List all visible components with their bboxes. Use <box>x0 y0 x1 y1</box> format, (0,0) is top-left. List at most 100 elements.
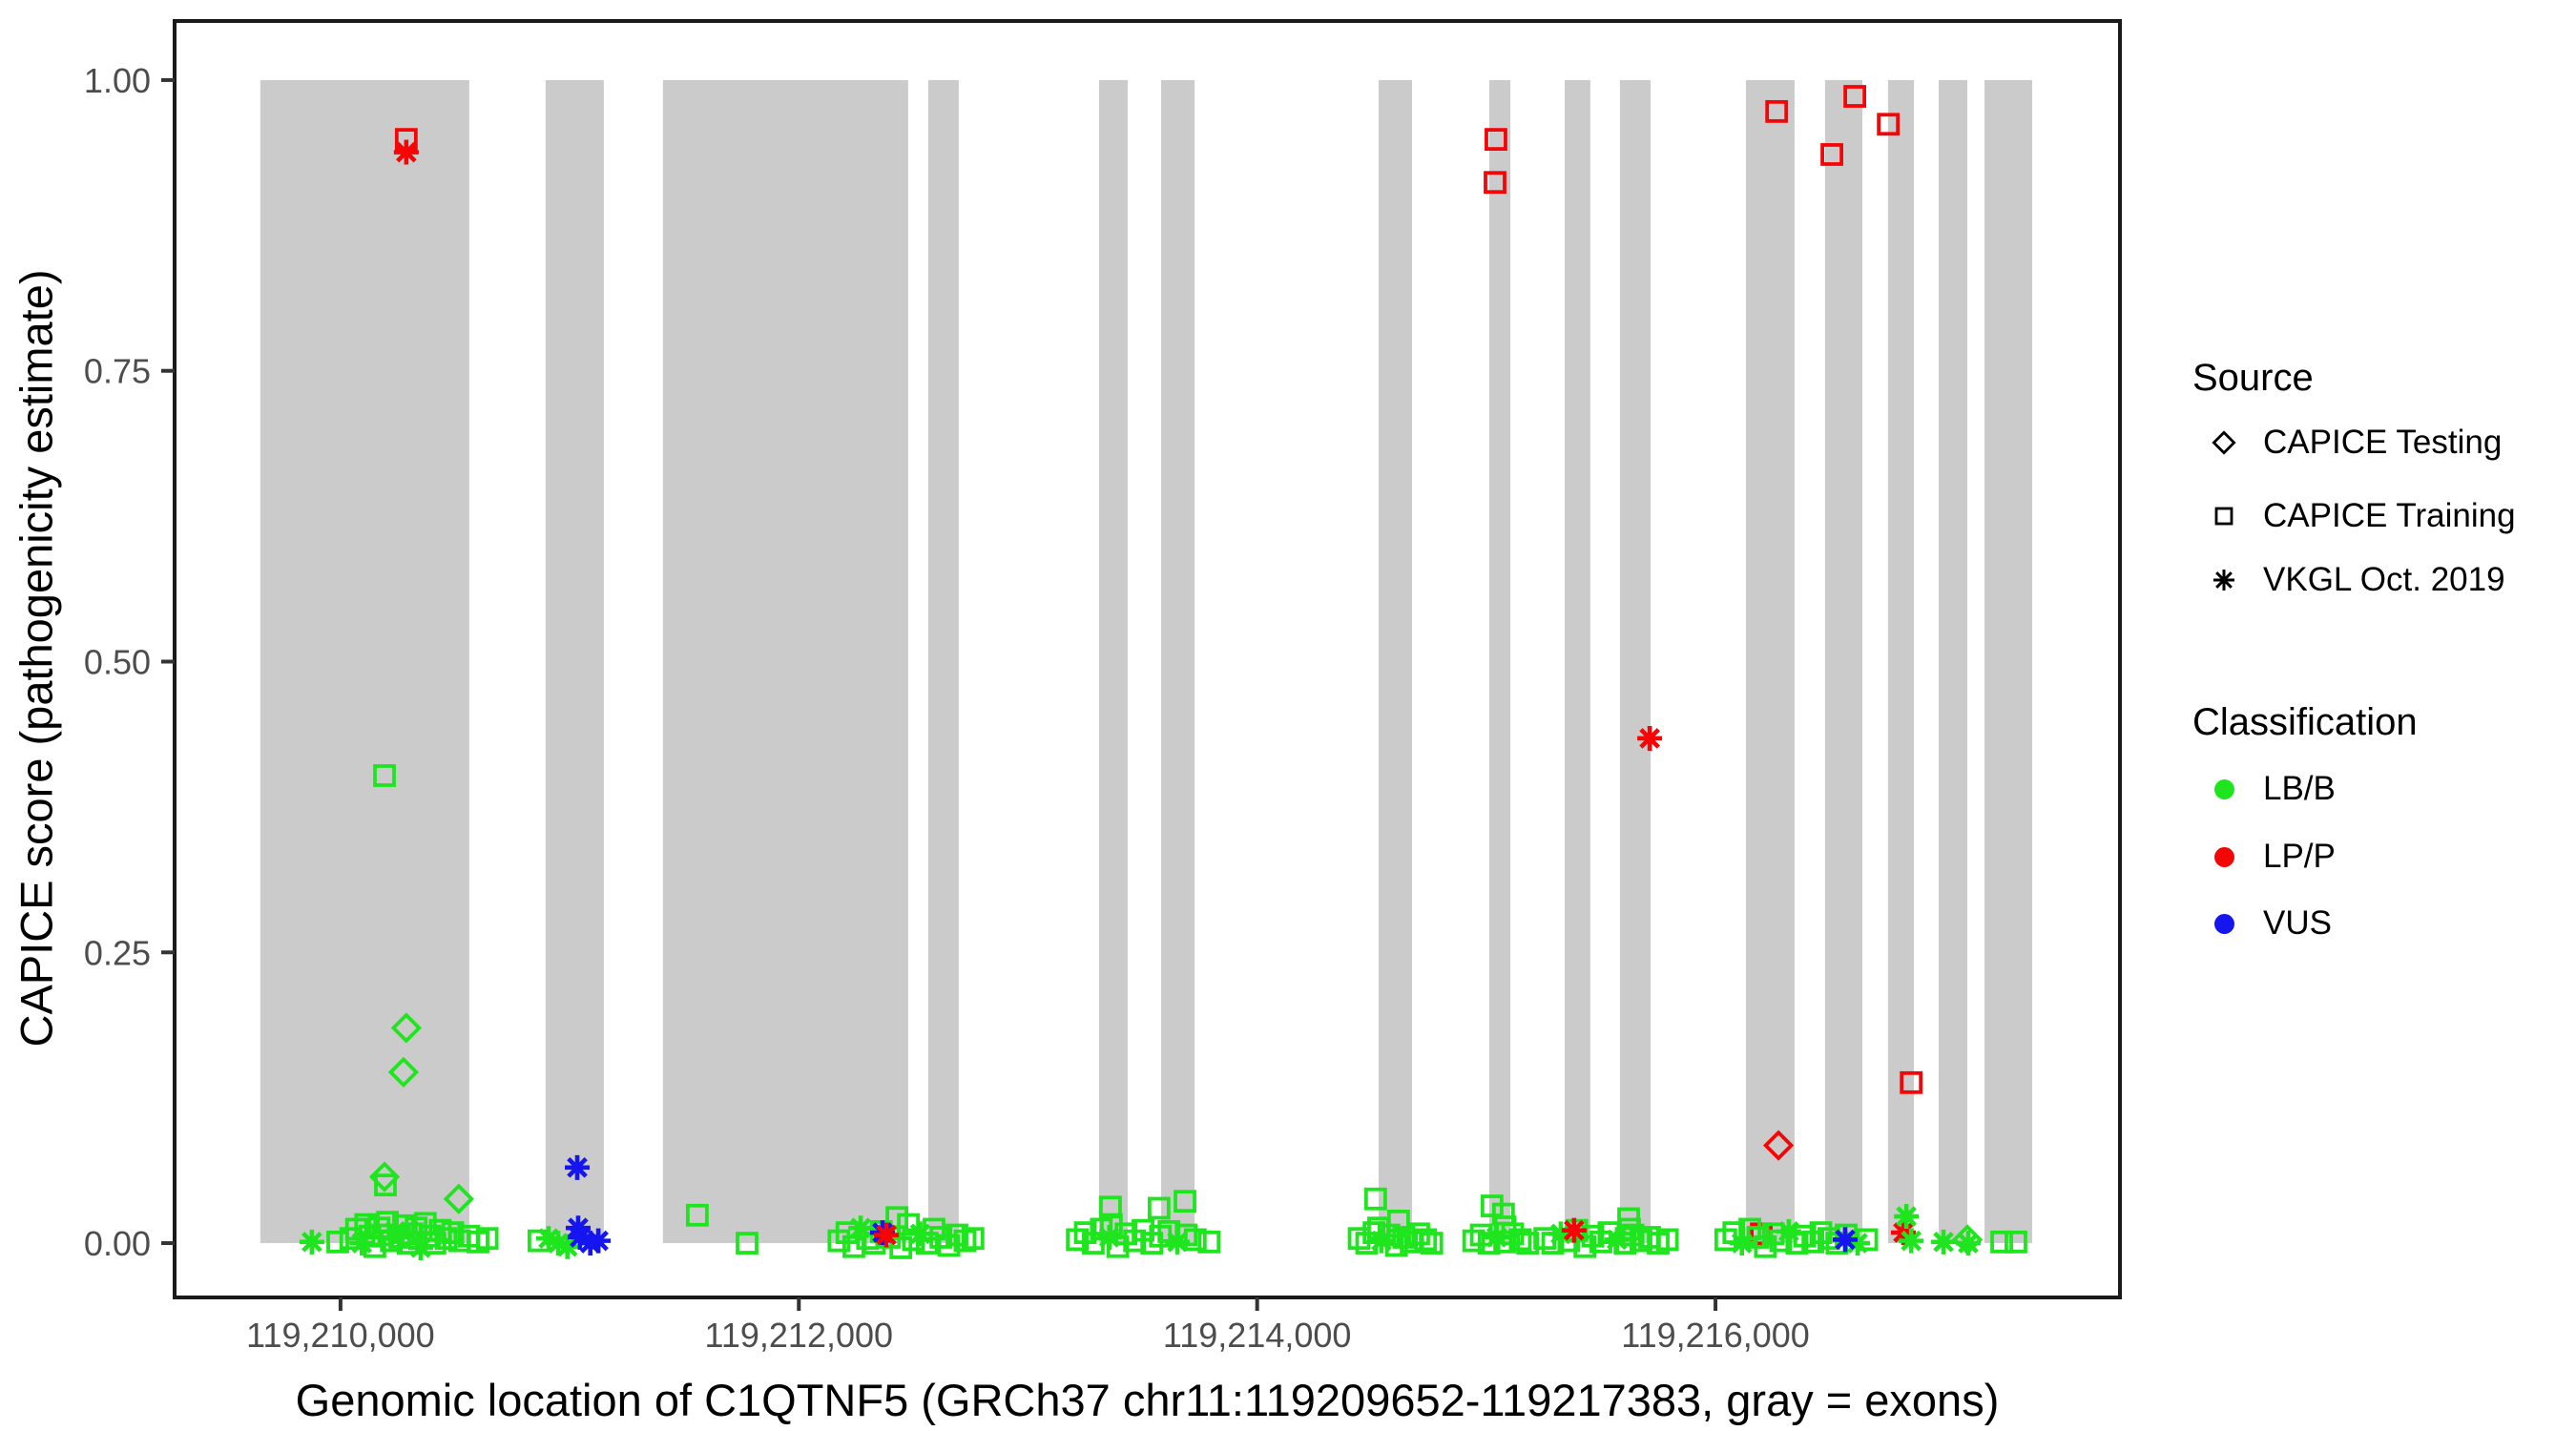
legend-item-vkgl: VKGL Oct. 2019 <box>2208 559 2505 601</box>
data-point-asterisk <box>393 139 419 165</box>
data-point-square <box>1843 85 1866 108</box>
data-point-square <box>1765 99 1789 123</box>
data-point-asterisk <box>1955 1231 1981 1256</box>
x-tick-label: 119,210,000 <box>246 1316 435 1355</box>
data-point-square <box>1877 113 1901 136</box>
data-point-square <box>1363 1187 1387 1211</box>
data-point-diamond <box>368 1161 401 1192</box>
y-tick-label: 0.50 <box>84 642 151 681</box>
data-point-asterisk <box>1833 1227 1859 1253</box>
data-point-asterisk <box>1899 1228 1924 1254</box>
data-point-asterisk <box>1561 1217 1587 1243</box>
data-point-square <box>1484 171 1506 195</box>
data-point-asterisk <box>1894 1204 1920 1230</box>
data-point-square <box>1516 1232 1540 1255</box>
legend-item-label: LB/B <box>2263 770 2336 807</box>
exon-bar <box>1488 79 1511 1244</box>
legend-item-lbb: LB/B <box>2208 768 2336 810</box>
exon-bar <box>1161 79 1195 1244</box>
data-point-asterisk <box>1931 1229 1957 1255</box>
data-point-square <box>1183 1228 1207 1252</box>
y-tick-label: 0.00 <box>84 1224 151 1263</box>
data-point-asterisk <box>586 1228 612 1254</box>
data-point-square <box>1147 1196 1171 1220</box>
x-tick-label: 119,214,000 <box>1163 1316 1352 1355</box>
data-point-diamond <box>390 1012 422 1044</box>
data-point-square <box>1508 1228 1532 1252</box>
data-point-square <box>885 1206 908 1230</box>
asterisk-icon <box>2208 564 2240 596</box>
y-tick-label: 0.75 <box>84 352 151 391</box>
data-point-diamond <box>1762 1130 1795 1161</box>
x-tick-label: 119,212,000 <box>705 1316 894 1355</box>
data-point-asterisk <box>577 1231 603 1256</box>
data-point-asterisk <box>407 1234 433 1260</box>
y-tick-label: 1.00 <box>84 61 151 100</box>
data-point-asterisk <box>874 1222 900 1248</box>
legend-item-capice-testing: CAPICE Testing <box>2208 422 2502 464</box>
data-point-asterisk <box>299 1229 324 1255</box>
legend-item-label: VKGL Oct. 2019 <box>2263 561 2505 598</box>
exon-bar <box>1565 79 1590 1244</box>
data-point-square <box>1414 1228 1438 1252</box>
data-point-asterisk <box>535 1226 561 1252</box>
y-tick-label: 0.25 <box>84 933 151 972</box>
exon-bar <box>927 79 959 1244</box>
data-point-diamond <box>387 1056 420 1088</box>
data-point-square <box>1420 1232 1444 1255</box>
legend-item-label: VUS <box>2263 904 2332 942</box>
data-point-diamond <box>443 1183 474 1214</box>
data-point-square <box>1197 1230 1221 1254</box>
exon-bar <box>1378 79 1413 1244</box>
data-point-square <box>685 1203 709 1227</box>
data-point-square <box>1820 143 1843 166</box>
legend-item-label: CAPICE Training <box>2263 497 2516 534</box>
data-point-square <box>736 1232 758 1255</box>
data-point-square <box>434 1227 458 1251</box>
lpp-color-dot <box>2213 846 2234 867</box>
legend-item-label: LP/P <box>2263 838 2336 875</box>
exon-bar <box>1939 79 1968 1244</box>
diamond-outline-icon <box>2208 426 2240 459</box>
data-point-square <box>2005 1230 2027 1254</box>
exon-bar <box>1984 79 2033 1244</box>
data-point-square <box>326 1230 349 1254</box>
x-tick-label: 119,216,000 <box>1621 1316 1810 1355</box>
data-point-square <box>1392 1226 1416 1249</box>
exon-bar <box>545 79 604 1244</box>
data-point-square <box>373 764 396 787</box>
exon-bar <box>1619 79 1652 1244</box>
data-point-asterisk <box>546 1231 571 1256</box>
data-point-asterisk <box>1368 1228 1394 1254</box>
data-point-square <box>1485 128 1507 152</box>
legend-item-vus: VUS <box>2208 902 2332 944</box>
legend-item-capice-training: CAPICE Training <box>2208 495 2516 537</box>
legend-item-label: CAPICE Testing <box>2263 424 2503 461</box>
y-axis-title: CAPICE score (pathogenicity estimate) <box>10 269 62 1047</box>
lbb-color-dot <box>2213 778 2234 799</box>
panel-border <box>173 19 2122 1299</box>
data-point-asterisk <box>1776 1218 1801 1244</box>
data-point-square <box>1347 1227 1371 1251</box>
exon-bar <box>1824 79 1863 1244</box>
data-point-square <box>1761 1222 1785 1246</box>
legend: Source CAPICE Testing CAPICE Training <box>2185 0 2576 1431</box>
data-point-square <box>961 1227 985 1251</box>
data-point-square <box>915 1232 939 1255</box>
data-point-asterisk <box>554 1234 580 1259</box>
data-point-asterisk <box>1729 1231 1755 1256</box>
legend-item-lpp: LP/P <box>2208 836 2336 878</box>
square-outline-icon <box>2208 500 2240 532</box>
exon-bar <box>662 79 908 1244</box>
data-point-asterisk <box>1637 725 1663 751</box>
x-axis-title: Genomic location of C1QTNF5 (GRCh37 chr1… <box>295 1375 2000 1425</box>
data-point-square <box>1990 1230 2013 1254</box>
data-point-square <box>374 1173 397 1197</box>
exon-bar <box>260 79 469 1244</box>
data-point-square <box>1462 1229 1485 1253</box>
data-point-square <box>1900 1070 1923 1094</box>
data-point-square <box>475 1227 499 1251</box>
data-point-asterisk <box>567 1224 592 1250</box>
